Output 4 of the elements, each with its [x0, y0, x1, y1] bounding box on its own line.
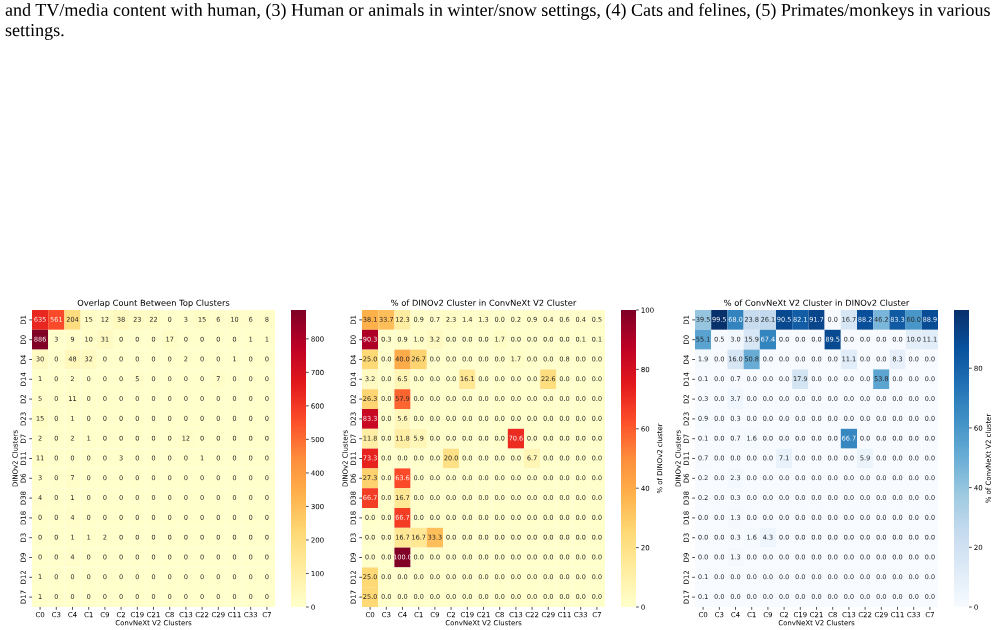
text: and TV/media content with human, (3) Human or animals in winter/snow settings, (4) Cats and felines, (5) Primates/monkeys in various settings.: [5, 3, 990, 40]
chart-title: % of ConvNeXt V2 Cluster in DINOv2 Cluster: [724, 299, 910, 306]
chart-title: Overlap Count Between Top Clusters: [77, 299, 230, 308]
chart-title: % of DINOv2 Cluster in ConvNeXt V2 Cluster: [391, 299, 577, 306]
